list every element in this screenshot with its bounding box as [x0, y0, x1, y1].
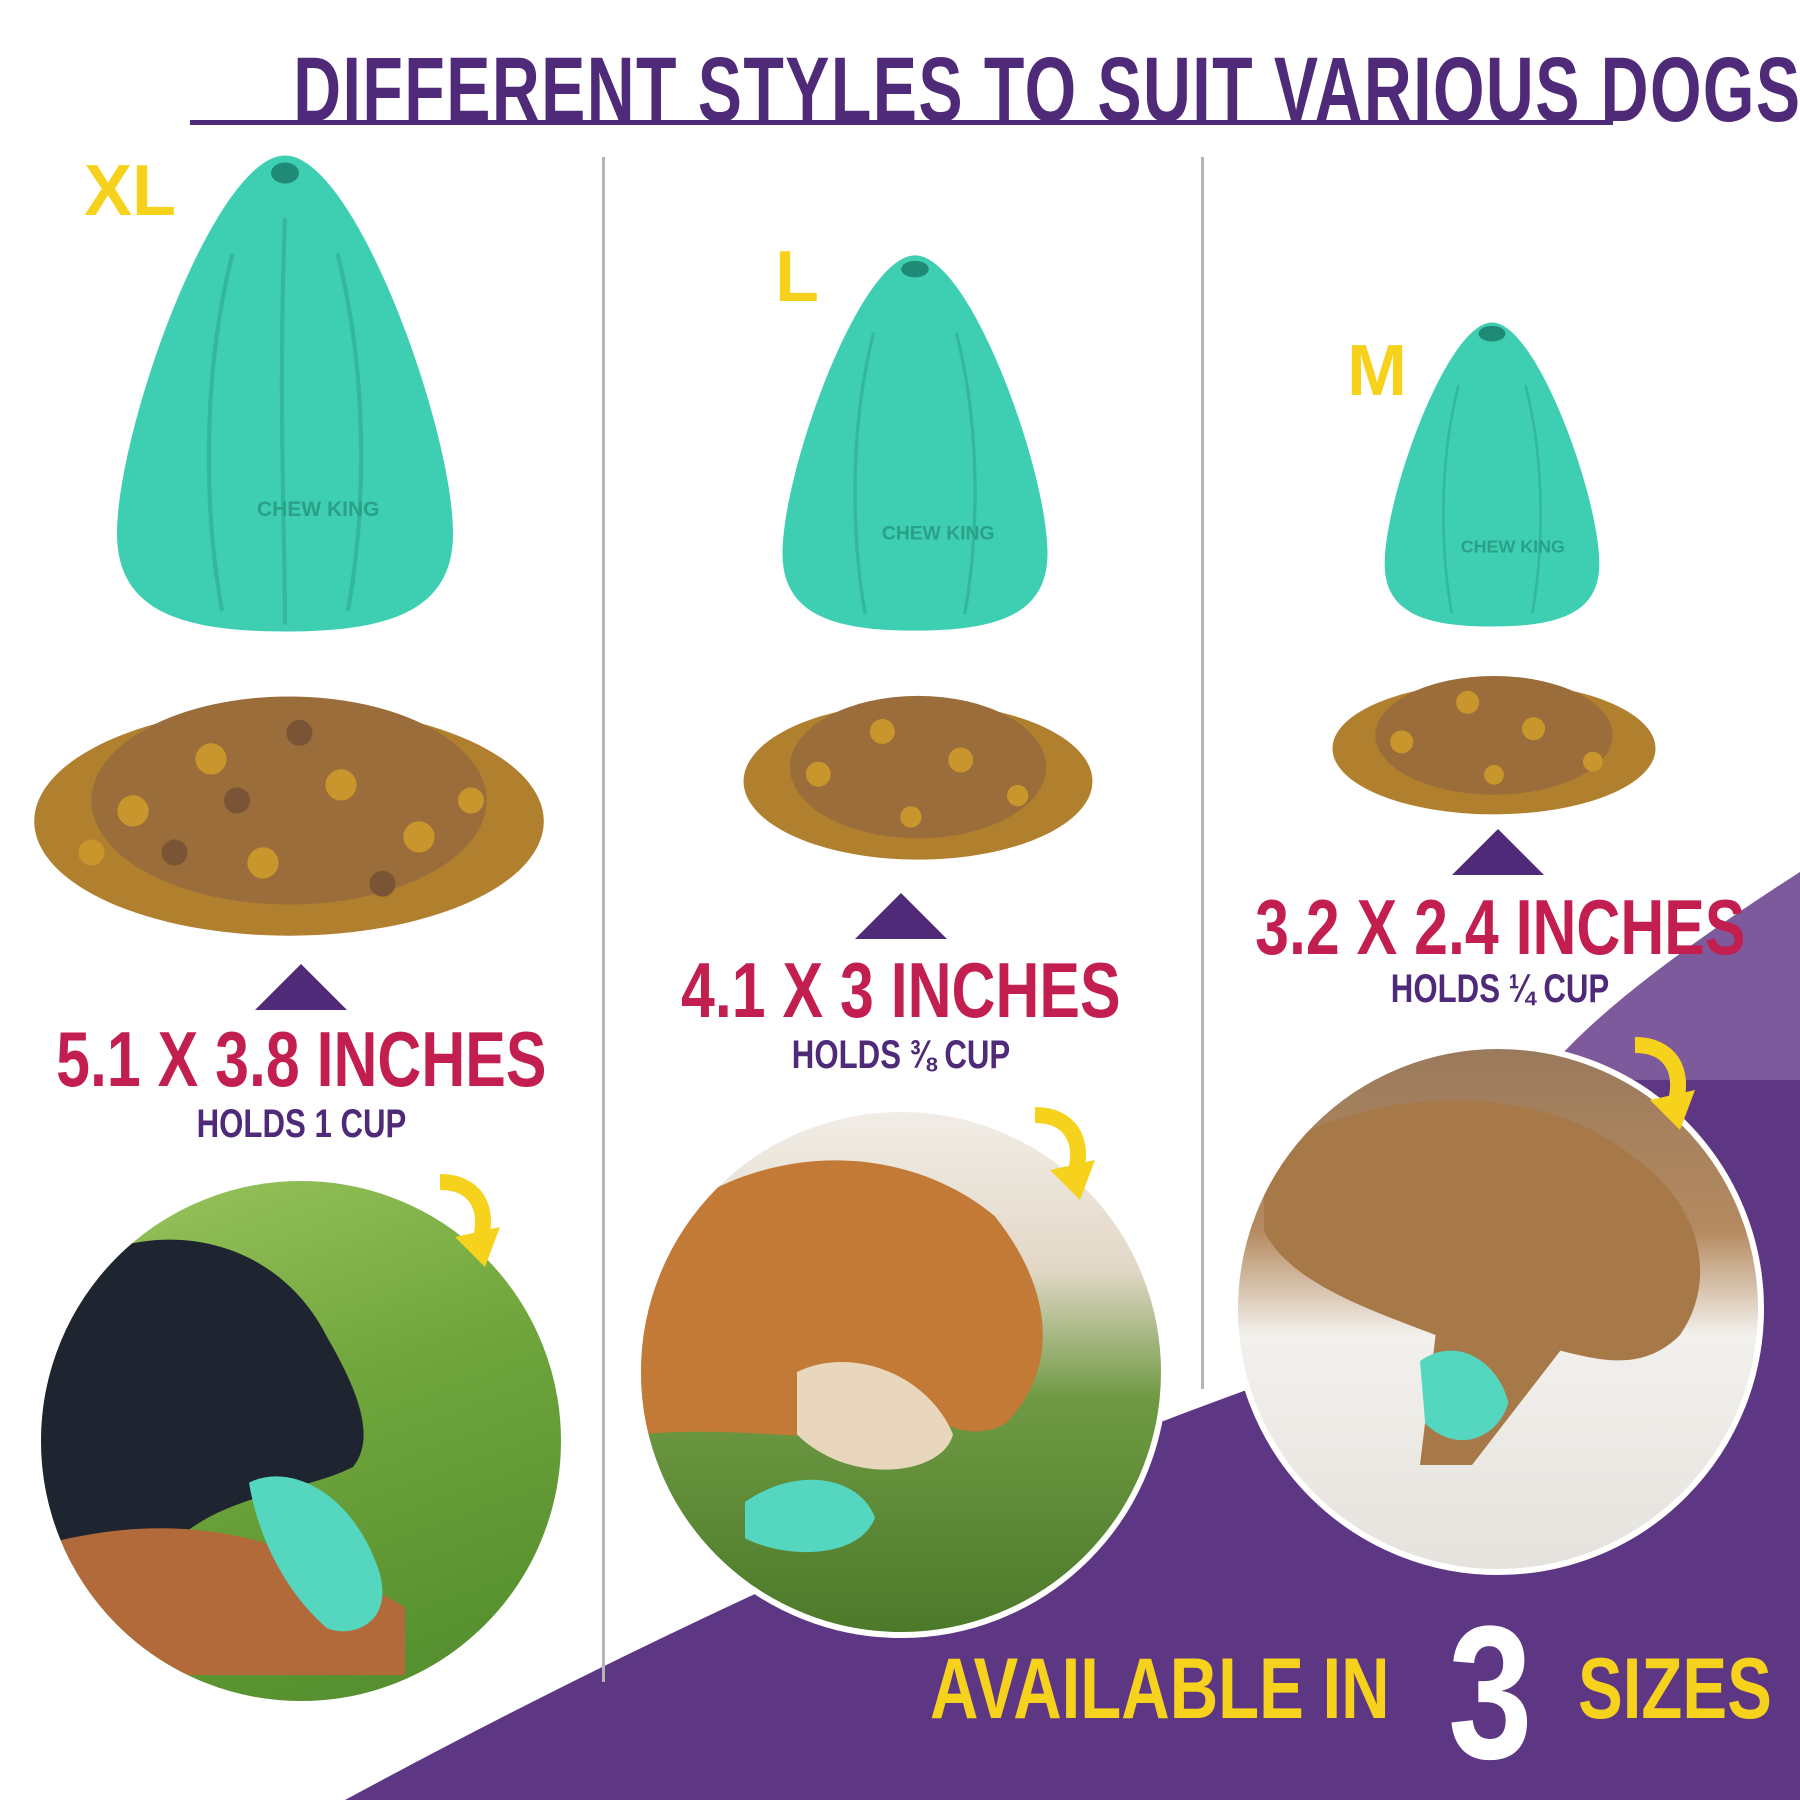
available-sizes-banner: AVAILABLE IN 3 SIZES — [930, 1587, 1772, 1799]
column-divider — [602, 157, 605, 1682]
dog-photo-l — [635, 1106, 1167, 1638]
svg-text:CHEW KING: CHEW KING — [257, 498, 380, 521]
dog-photo-xl — [35, 1175, 567, 1707]
dog-illustration — [641, 1160, 1043, 1553]
dimensions-l: 4.1 X 3 INCHES — [681, 946, 1121, 1034]
svg-text:CHEW KING: CHEW KING — [882, 524, 995, 545]
toy-m-image: CHEW KING — [1384, 322, 1600, 627]
capacity-m: HOLDS ¼ CUP — [1390, 967, 1610, 1011]
dog-illustration — [41, 1239, 405, 1675]
capacity-l: HOLDS ⅜ CUP — [791, 1033, 1011, 1077]
pointer-triangle-icon — [1452, 829, 1544, 875]
pointer-triangle-icon — [855, 893, 947, 939]
pointer-triangle-icon — [255, 964, 347, 1010]
svg-text:CHEW KING: CHEW KING — [1461, 537, 1565, 557]
title-underline — [190, 120, 1613, 125]
column-divider — [1201, 157, 1204, 1389]
curved-arrow-icon — [1034, 1107, 1095, 1200]
dog-illustration — [1264, 1100, 1701, 1465]
dog-photo-m — [1232, 1043, 1764, 1575]
size-label-m: M — [1347, 331, 1407, 411]
toy-xl-image: CHEW KING — [117, 155, 453, 632]
kibble-pile-xl — [34, 696, 544, 936]
kibble-pile-l — [743, 695, 1093, 860]
page-title: DIFFERENT STYLES TO SUIT VARIOUS DOGS — [293, 39, 1800, 141]
dimensions-xl: 5.1 X 3.8 INCHES — [55, 1015, 547, 1103]
curved-arrow-icon — [439, 1174, 500, 1267]
toy-l-image: CHEW KING — [782, 255, 1048, 631]
curved-arrow-icon — [1634, 1037, 1695, 1130]
kibble-pile-m — [1332, 675, 1656, 815]
capacity-xl: HOLDS 1 CUP — [196, 1102, 406, 1146]
size-label-l: L — [775, 237, 819, 317]
dimensions-m: 3.2 X 2.4 INCHES — [1254, 883, 1746, 971]
size-label-xl: XL — [84, 151, 177, 231]
